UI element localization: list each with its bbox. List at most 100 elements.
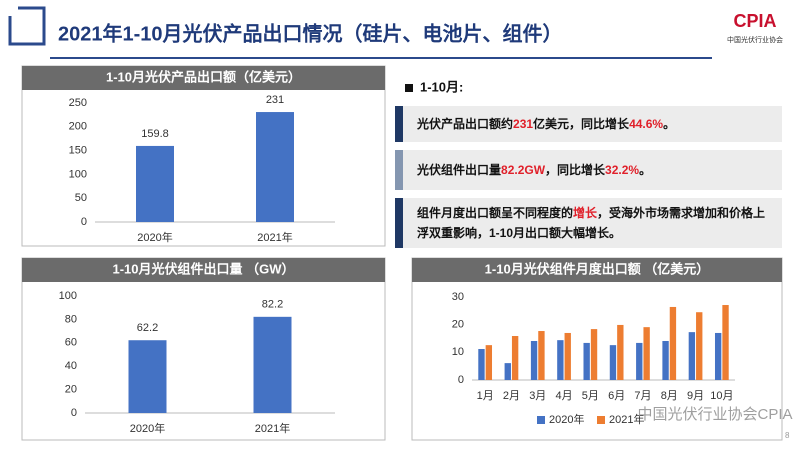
x-tick-label: 7月: [634, 390, 651, 402]
bar: [722, 305, 729, 380]
bar: [504, 363, 511, 380]
y-tick-label: 30: [452, 291, 464, 303]
page-number: 8: [785, 431, 790, 440]
y-tick-label: 60: [65, 337, 77, 349]
x-tick-label: 2月: [503, 390, 520, 402]
bar: [128, 340, 167, 413]
bar: [669, 306, 677, 380]
y-tick-label: 0: [81, 216, 87, 228]
summary-point: 光伏组件出口量82.2GW，同比增长32.2%。: [395, 150, 782, 190]
chart-title: 1-10月光伏产品出口额（亿美元）: [106, 69, 301, 84]
bar: [643, 327, 650, 380]
y-tick-label: 20: [65, 384, 77, 396]
y-tick-label: 250: [69, 97, 87, 109]
point-text: 组件月度出口额呈不同程度的增长，受海外市场需求增加和价格上浮双重影响，1-10月…: [417, 203, 774, 243]
text: 。: [639, 163, 652, 177]
y-tick-label: 20: [452, 319, 464, 331]
title-icon: [8, 6, 46, 46]
y-tick-label: 0: [71, 407, 77, 419]
bar: [688, 332, 696, 380]
legend-swatch: [597, 416, 605, 424]
summary-heading: 1-10月:: [420, 79, 463, 94]
bar: [253, 316, 292, 413]
highlight: 增长: [573, 206, 598, 220]
chart-panel: [21, 65, 386, 247]
text: 光伏组件出口量: [417, 163, 502, 177]
bar: [617, 324, 624, 380]
bar: [564, 332, 571, 380]
text: ，受海外市场需求增加和价格上浮双重影响，1-10月出口额大幅增长。: [417, 206, 766, 240]
chart-title: 1-10月光伏组件月度出口额 （亿美元）: [485, 261, 710, 276]
title-icon-notch: [4, 2, 18, 16]
chart-panel: [21, 257, 386, 441]
bar: [590, 329, 598, 380]
summary-point: 光伏产品出口额约231亿美元，同比增长44.6%。: [395, 106, 782, 142]
data-label: 159.8: [141, 128, 169, 140]
text: 亿美元，同比增长: [533, 117, 630, 131]
bar: [511, 336, 519, 380]
chart-title: 1-10月光伏组件出口量 （GW）: [112, 261, 294, 276]
text: 光伏产品出口额约: [417, 117, 514, 131]
page-title: 2021年1-10月光伏产品出口情况（硅片、电池片、组件）: [58, 21, 563, 45]
data-label: 82.2: [262, 299, 283, 311]
text: 组件月度出口额呈不同程度的: [417, 206, 574, 220]
legend-label: 2021年: [609, 412, 644, 426]
highlight: 231: [513, 117, 534, 131]
x-tick-label: 4月: [555, 390, 572, 402]
data-label: 231: [266, 94, 284, 106]
highlight: 32.2%: [605, 163, 640, 177]
point-text: 光伏产品出口额约231亿美元，同比增长44.6%。: [417, 114, 675, 134]
y-tick-label: 150: [69, 145, 87, 157]
bar: [485, 345, 493, 380]
point-text: 光伏组件出口量82.2GW，同比增长32.2%。: [417, 160, 651, 180]
bar: [696, 312, 703, 380]
x-tick-label: 6月: [608, 390, 625, 402]
y-tick-label: 100: [59, 290, 77, 302]
bar: [136, 145, 174, 222]
logo: CPIA: [733, 11, 776, 31]
y-tick-label: 50: [75, 192, 87, 204]
y-tick-label: 100: [69, 168, 87, 180]
bar: [609, 345, 617, 380]
text: ，同比增长: [545, 163, 606, 177]
point-bar: [395, 106, 403, 142]
heading-bullet: [405, 84, 413, 92]
y-tick-label: 10: [452, 346, 464, 358]
x-tick-label: 5月: [582, 390, 599, 402]
x-tick-label: 2020年: [130, 421, 165, 435]
highlight: 82.2GW: [501, 163, 546, 177]
chart-header: [22, 258, 385, 282]
y-tick-label: 40: [65, 360, 77, 372]
legend-swatch: [537, 416, 545, 424]
bar: [557, 340, 564, 380]
x-tick-label: 2020年: [137, 230, 172, 244]
bar: [583, 342, 590, 380]
x-tick-label: 2021年: [257, 230, 292, 244]
bar: [530, 340, 538, 380]
chart-header: [412, 258, 782, 282]
x-tick-label: 9月: [687, 390, 704, 402]
y-tick-label: 200: [69, 121, 87, 133]
chart-header: [22, 66, 385, 90]
point-bar: [395, 150, 403, 190]
text: 。: [663, 117, 676, 131]
legend-label: 2020年: [549, 412, 584, 426]
bar: [662, 340, 669, 380]
data-label: 62.2: [137, 322, 158, 334]
x-tick-label: 3月: [529, 390, 546, 402]
y-tick-label: 0: [458, 374, 464, 386]
logo-subtitle: 中国光伏行业协会: [727, 35, 783, 44]
x-tick-label: 2021年: [255, 421, 290, 435]
x-tick-label: 8月: [661, 390, 678, 402]
summary-point: 组件月度出口额呈不同程度的增长，受海外市场需求增加和价格上浮双重影响，1-10月…: [395, 198, 782, 248]
bar: [478, 349, 485, 380]
point-bar: [395, 198, 403, 248]
highlight: 44.6%: [629, 117, 664, 131]
bar: [538, 331, 545, 380]
watermark: 中国光伏行业协会CPIA: [637, 406, 792, 423]
bar: [256, 112, 294, 222]
x-tick-label: 1月: [477, 390, 494, 402]
bar: [636, 342, 643, 380]
